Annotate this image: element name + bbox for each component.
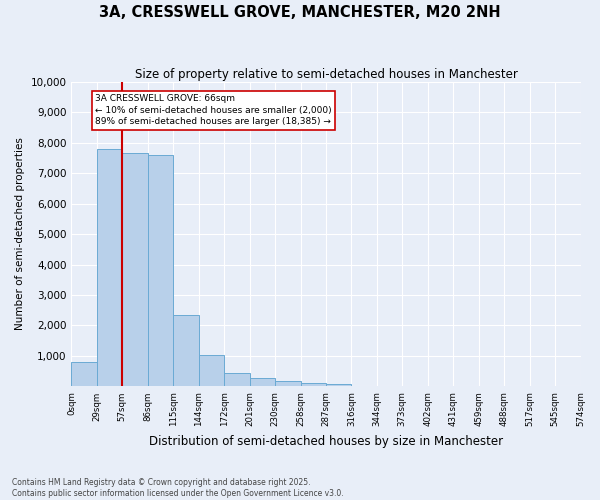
Text: 3A CRESSWELL GROVE: 66sqm
← 10% of semi-detached houses are smaller (2,000)
89% : 3A CRESSWELL GROVE: 66sqm ← 10% of semi-…	[95, 94, 332, 126]
Text: Contains HM Land Registry data © Crown copyright and database right 2025.
Contai: Contains HM Land Registry data © Crown c…	[12, 478, 344, 498]
Bar	[97, 148, 122, 386]
X-axis label: Distribution of semi-detached houses by size in Manchester: Distribution of semi-detached houses by …	[149, 434, 503, 448]
Bar	[122, 154, 148, 386]
Bar	[224, 372, 250, 386]
Bar	[326, 384, 352, 386]
Bar	[250, 378, 275, 386]
Y-axis label: Number of semi-detached properties: Number of semi-detached properties	[15, 138, 25, 330]
Title: Size of property relative to semi-detached houses in Manchester: Size of property relative to semi-detach…	[134, 68, 517, 80]
Bar	[173, 315, 199, 386]
Text: 3A, CRESSWELL GROVE, MANCHESTER, M20 2NH: 3A, CRESSWELL GROVE, MANCHESTER, M20 2NH	[99, 5, 501, 20]
Bar	[148, 155, 173, 386]
Bar	[71, 362, 97, 386]
Bar	[301, 383, 326, 386]
Bar	[275, 381, 301, 386]
Bar	[199, 354, 224, 386]
